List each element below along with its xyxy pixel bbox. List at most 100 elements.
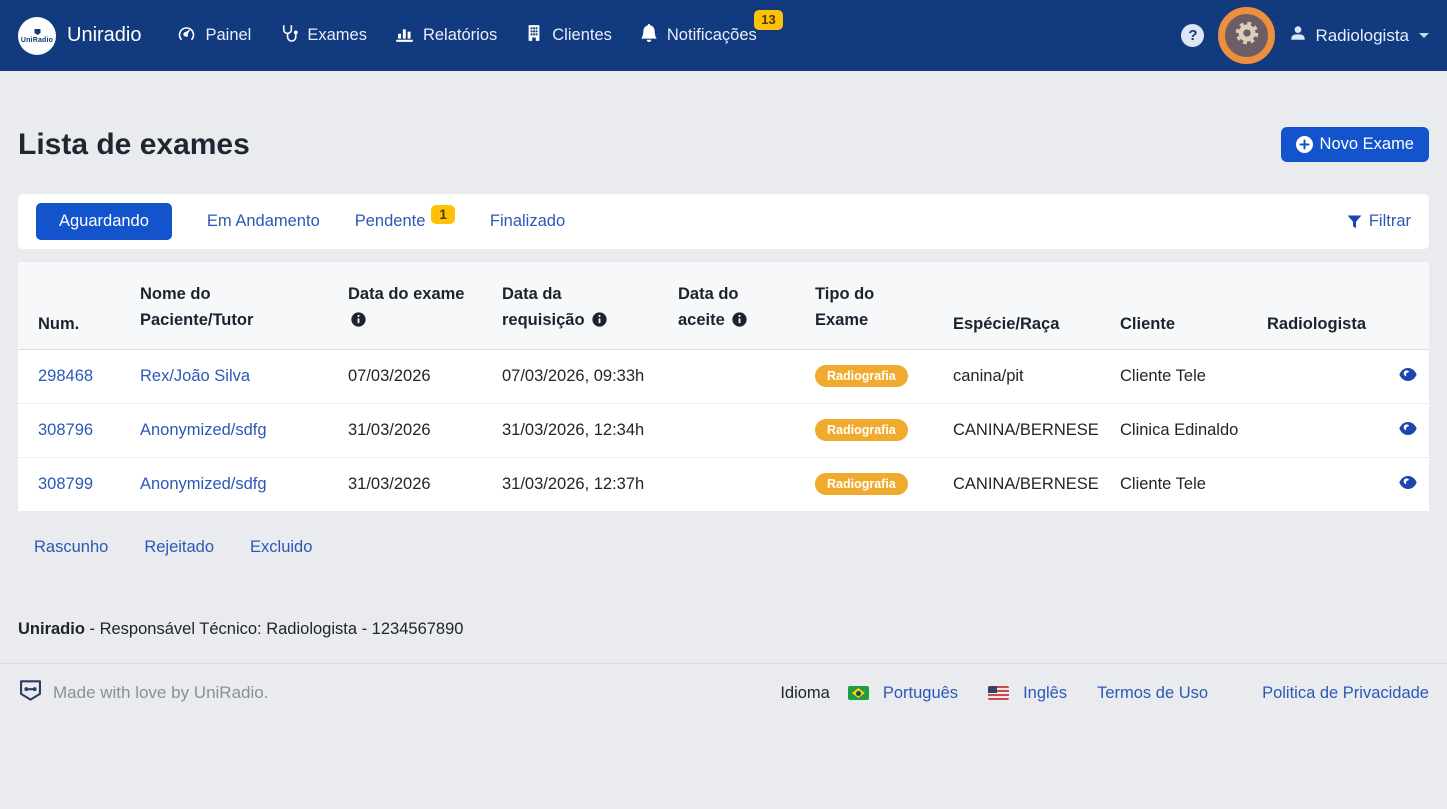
- exam-number-link[interactable]: 298468: [38, 366, 94, 385]
- client-cell: Clinica Edinaldo: [1100, 403, 1247, 458]
- us-flag-icon[interactable]: [988, 686, 1010, 700]
- exam-type-badge: Radiografia: [815, 419, 908, 441]
- accept-date-cell: [658, 403, 795, 458]
- tab-em-andamento[interactable]: Em Andamento: [206, 212, 320, 230]
- exam-date-cell: 31/03/2026: [348, 474, 431, 493]
- language-link-ingles[interactable]: Inglês: [1023, 683, 1068, 702]
- col-header-request-date: Data da requisição: [482, 262, 658, 350]
- link-rejeitado[interactable]: Rejeitado: [144, 538, 215, 556]
- radiologist-cell: [1247, 457, 1379, 511]
- tab-aguardando[interactable]: Aguardando: [36, 203, 172, 240]
- help-icon[interactable]: ?: [1181, 24, 1205, 47]
- nav-item-label: Notificações: [666, 26, 757, 44]
- org-info: - Responsável Técnico: Radiologista - 12…: [89, 620, 464, 638]
- client-cell: Cliente Tele: [1120, 474, 1206, 493]
- request-date-cell: 07/03/2026, 09:33h: [482, 349, 658, 404]
- person-icon: [1289, 24, 1307, 47]
- bar-chart-icon: [395, 24, 414, 48]
- table-row: 298468 Rex/João Silva 07/03/2026 07/03/2…: [18, 349, 1429, 404]
- patient-link[interactable]: Rex/João Silva: [140, 366, 251, 385]
- species-cell: CANINA/BERNESE: [953, 474, 1099, 493]
- user-name: Radiologista: [1315, 25, 1409, 45]
- client-cell: Cliente Tele: [1100, 349, 1247, 404]
- nav-item-exames[interactable]: Exames: [265, 14, 381, 58]
- brand[interactable]: UniRadio Uniradio: [18, 16, 142, 55]
- accept-date-cell: [658, 457, 795, 511]
- main-content: Lista de exames Novo Exame Aguardando Em…: [0, 127, 1447, 639]
- nav-item-label: Painel: [205, 26, 252, 44]
- brand-name: Uniradio: [67, 24, 142, 46]
- nav-item-label: Relatórios: [422, 26, 498, 44]
- terms-of-use-link[interactable]: Termos de Uso: [1097, 683, 1209, 702]
- tab-pendente-label: Pendente: [354, 212, 426, 230]
- info-icon[interactable]: [732, 312, 748, 331]
- user-menu[interactable]: Radiologista: [1289, 24, 1429, 47]
- speedometer-icon: [177, 24, 196, 48]
- request-date-cell: 31/03/2026, 12:37h: [502, 474, 645, 493]
- uniradio-shield-icon: [18, 678, 43, 708]
- request-date-cell: 31/03/2026, 12:34h: [482, 403, 658, 458]
- brazil-flag-icon[interactable]: [847, 686, 869, 700]
- nav-item-label: Clientes: [552, 26, 612, 44]
- building-icon: [525, 24, 543, 47]
- radiologist-cell: [1247, 349, 1379, 404]
- view-exam-eye-icon[interactable]: [1399, 475, 1417, 494]
- radiologist-cell: [1247, 403, 1379, 458]
- table-row: 308796 Anonymized/sdfg 31/03/2026 31/03/…: [18, 403, 1429, 458]
- logo-shield-icon: [34, 28, 40, 35]
- tab-finalizado[interactable]: Finalizado: [489, 212, 566, 230]
- info-icon[interactable]: [592, 312, 607, 331]
- view-exam-eye-icon[interactable]: [1399, 367, 1417, 386]
- secondary-status-links: Rascunho Rejeitado Excluido: [18, 538, 1429, 557]
- org-name: Uniradio: [18, 620, 85, 638]
- table-header-row: Num. Nome do Paciente/Tutor Data do exam…: [18, 262, 1429, 350]
- language-link-portugues[interactable]: Português: [882, 683, 959, 702]
- species-cell: CANINA/BERNESE: [933, 403, 1100, 458]
- link-excluido[interactable]: Excluido: [250, 538, 313, 556]
- col-header-num: Num.: [18, 262, 120, 350]
- settings-gear-icon[interactable]: [1234, 20, 1260, 51]
- responsible-line: Uniradio - Responsável Técnico: Radiolog…: [18, 620, 1429, 639]
- exam-date-cell: 07/03/2026: [328, 349, 482, 404]
- exam-number-link[interactable]: 308796: [38, 420, 94, 439]
- page-footer: Made with love by UniRadio. Idioma Portu…: [0, 664, 1447, 708]
- exam-type-badge: Radiografia: [815, 365, 908, 387]
- accept-date-cell: [658, 349, 795, 404]
- nav-item-clientes[interactable]: Clientes: [511, 14, 626, 57]
- nav-menu: Painel Exames Relatórios Clientes Notifi…: [163, 10, 783, 58]
- notification-count-badge[interactable]: 13: [754, 10, 783, 30]
- col-header-radiologist: Radiologista: [1247, 262, 1379, 350]
- nav-item-painel[interactable]: Painel: [163, 14, 265, 58]
- chevron-down-icon: [1419, 33, 1429, 38]
- footer-divider: [0, 663, 1447, 664]
- pendente-count-badge: 1: [431, 205, 455, 224]
- patient-link[interactable]: Anonymized/sdfg: [140, 420, 267, 439]
- exams-table: Num. Nome do Paciente/Tutor Data do exam…: [18, 262, 1429, 511]
- top-navbar: UniRadio Uniradio Painel Exames Relatóri…: [0, 0, 1447, 71]
- col-header-client: Cliente: [1100, 262, 1247, 350]
- info-icon[interactable]: [351, 312, 366, 331]
- stethoscope-icon: [279, 24, 299, 48]
- link-rascunho[interactable]: Rascunho: [34, 538, 109, 556]
- new-exam-button[interactable]: Novo Exame: [1280, 127, 1429, 162]
- status-tabs: Aguardando Em Andamento Pendente 1 Finali…: [18, 194, 1429, 249]
- filter-button[interactable]: Filtrar: [1347, 212, 1411, 231]
- tab-pendente[interactable]: Pendente 1: [354, 205, 455, 231]
- uniradio-logo: UniRadio: [18, 16, 56, 55]
- nav-item-notificacoes[interactable]: Notificações 13: [626, 10, 783, 57]
- exam-date-cell: 31/03/2026: [328, 403, 482, 458]
- col-header-exam-type: Tipo do Exame: [795, 262, 933, 350]
- nav-item-relatorios[interactable]: Relatórios: [381, 14, 511, 58]
- made-with-text: Made with love by UniRadio.: [53, 683, 269, 702]
- exam-number-link[interactable]: 308799: [38, 474, 94, 493]
- plus-circle-icon: [1295, 136, 1313, 153]
- nav-right: ? Radiologista: [1181, 7, 1429, 64]
- col-header-accept-date: Data do aceite: [658, 262, 795, 350]
- logo-text: UniRadio: [20, 36, 54, 44]
- privacy-policy-link[interactable]: Politica de Privacidade: [1262, 683, 1429, 702]
- exams-table-card: Num. Nome do Paciente/Tutor Data do exam…: [18, 262, 1429, 511]
- patient-link[interactable]: Anonymized/sdfg: [140, 474, 267, 493]
- col-header-actions: [1379, 262, 1429, 350]
- view-exam-eye-icon[interactable]: [1399, 421, 1417, 440]
- nav-item-label: Exames: [307, 26, 367, 44]
